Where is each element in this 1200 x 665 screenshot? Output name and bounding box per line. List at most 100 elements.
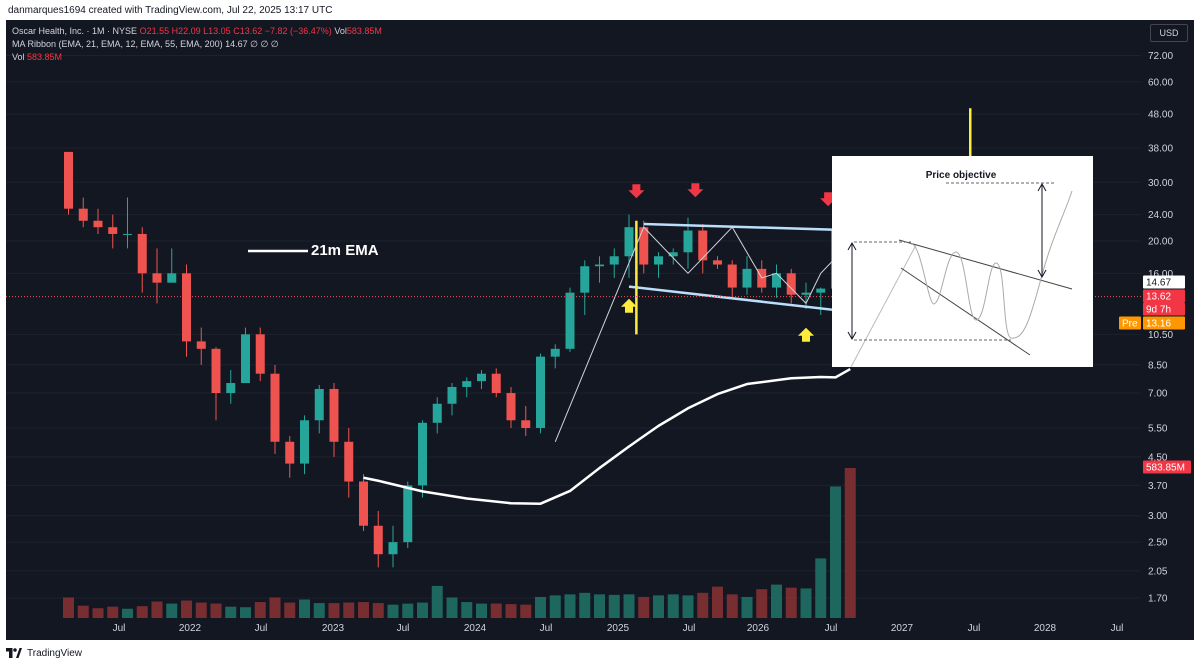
candle-body [329, 388, 339, 442]
legend-high: H22.09 [171, 26, 201, 36]
premarket-price-tag-text: 13.16 [1146, 319, 1171, 330]
volume-bar [623, 594, 635, 618]
volume-bar [77, 605, 89, 618]
volume-bar [653, 595, 664, 618]
currency-button[interactable]: USD [1150, 24, 1188, 42]
volume-bar [549, 595, 561, 618]
time-tick-label: 2025 [607, 623, 630, 634]
legend-symbol-name: Oscar Health, Inc. · 1M · NYSE [12, 26, 138, 36]
volume-bar [299, 599, 310, 618]
volume-bar [431, 585, 443, 618]
legend-low: L13.05 [203, 26, 231, 36]
candle-body [536, 356, 545, 428]
time-tick-label: Jul [255, 623, 268, 634]
candle-body [506, 393, 516, 421]
legend-ma-ribbon: MA Ribbon (EMA, 21, EMA, 12, EMA, 55, EM… [12, 39, 279, 49]
volume-bar [712, 586, 723, 618]
candle-body [93, 220, 103, 228]
volume-bar [446, 597, 458, 618]
candle-body [270, 373, 280, 442]
price-axis: 72.00 60.00 48.00 38.00 30.00 24.00 20.00 16.00… [1148, 51, 1173, 605]
volume-bar [107, 606, 119, 618]
time-tick-label: Jul [397, 623, 410, 634]
candle-body [742, 268, 752, 288]
candle-body [462, 381, 472, 387]
candle-body [285, 441, 295, 464]
chart-panel[interactable]: 21m EMA Price objective 72.00 60.00 48.00 38.… [6, 20, 1194, 640]
volume-bar [210, 603, 222, 618]
volume-bar [402, 603, 414, 618]
volume-bar [328, 603, 340, 618]
candle-body [167, 273, 177, 283]
time-axis: Jul 2022 Jul 2023 Jul 2024 Jul 2025 Jul 2026 Jul 20… [113, 623, 1124, 634]
candle-body [123, 233, 132, 235]
time-tick-label: 2028 [1034, 623, 1057, 634]
candle-body [565, 292, 575, 349]
inset-channel-lower [900, 267, 1031, 356]
volume-bar [358, 602, 369, 618]
volume-bar [505, 604, 517, 618]
candle-body [609, 256, 619, 265]
ema-label: 21m EMA [311, 242, 379, 259]
price-tick-label: 7.00 [1148, 389, 1168, 400]
volume-bar [136, 606, 148, 618]
candle-body [521, 420, 531, 428]
down-arrow-marker [628, 184, 645, 199]
price-tick-label: 16.00 [1148, 269, 1173, 280]
time-tick-label: Jul [113, 623, 126, 634]
time-tick-label: Jul [1111, 623, 1124, 634]
time-tick-label: Jul [825, 623, 838, 634]
volume-tag-text: 583.85M [1146, 463, 1185, 474]
volume-tag-bg [1143, 460, 1191, 474]
close-price-tag: 13.62 [1143, 289, 1185, 303]
up-arrow-marker [798, 327, 814, 342]
volume-bar [313, 603, 325, 618]
candle-body [786, 273, 796, 295]
countdown-tag-text: 9d 7h [1146, 305, 1171, 316]
candle-body [314, 388, 324, 421]
price-tick-label: 2.05 [1148, 566, 1168, 577]
candle-body [432, 403, 442, 423]
volume-bar [269, 597, 281, 618]
volume-bar [520, 604, 532, 618]
volume-bar [225, 606, 237, 618]
volume-bar [254, 602, 266, 618]
candle-body [491, 373, 501, 394]
candle-body [64, 151, 73, 209]
premarket-label-tag-bg [1119, 316, 1141, 330]
footer: TradingView [6, 644, 82, 662]
price-tick-label: 4.50 [1148, 453, 1168, 464]
volume-bar [63, 597, 74, 618]
candle-body [595, 264, 604, 267]
chart-canvas[interactable]: 21m EMA Price objective 72.00 60.00 48.00 38.… [6, 20, 1194, 640]
volume-bar [682, 595, 694, 618]
inset-title: Price objective [926, 170, 997, 181]
volume-bar [122, 608, 133, 618]
volume-bar [240, 607, 251, 618]
inset-channel-upper [898, 239, 1073, 290]
volume-bar [181, 600, 192, 618]
candle-body [152, 273, 162, 283]
candle-body [137, 233, 147, 274]
legend-open: O21.55 [139, 26, 170, 36]
volume-bar [844, 468, 856, 618]
volume-bar [343, 602, 355, 618]
candle-body [255, 334, 265, 374]
volume-bar [785, 587, 797, 618]
premarket-price-tag-bg [1143, 316, 1185, 330]
legend-close: C13.62 [233, 26, 263, 36]
time-tick-label: 2023 [322, 623, 345, 634]
price-tick-label: 3.70 [1148, 481, 1168, 492]
volume-bar [417, 602, 428, 618]
volume-bar [535, 596, 546, 618]
volume-bars [63, 468, 856, 618]
price-tick-label: 24.00 [1148, 210, 1173, 221]
volume-bar [166, 603, 178, 618]
legend-symbol: Oscar Health, Inc. · 1M · NYSE O21.55 H2… [12, 26, 382, 36]
price-tick-label: 60.00 [1148, 77, 1173, 88]
countdown-tag: 9d 7h [1143, 302, 1185, 316]
volume-bar [195, 602, 207, 618]
price-tick-label: 3.00 [1148, 511, 1168, 522]
candle-body [639, 227, 649, 265]
inset-background [832, 156, 1093, 367]
